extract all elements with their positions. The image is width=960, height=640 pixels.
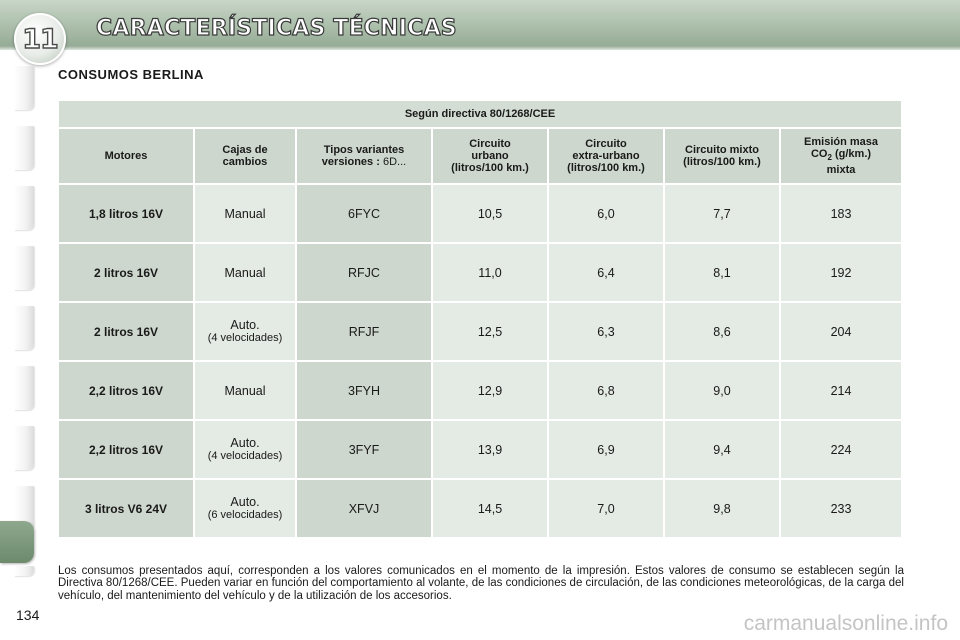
urban-cell: 11,0 — [433, 244, 547, 301]
side-tab[interactable] — [14, 246, 34, 290]
gearbox-cell: Auto. (6 velocidades) — [195, 480, 295, 537]
gearbox-cell: Manual — [195, 185, 295, 242]
variant-cell: 3FYF — [297, 421, 431, 478]
side-tab[interactable] — [14, 366, 34, 410]
side-tab[interactable] — [14, 566, 34, 576]
col-urbano: Circuito urbano (litros/100 km.) — [433, 129, 547, 183]
chapter-number: 11 — [22, 23, 60, 55]
side-tab[interactable] — [14, 306, 34, 350]
extra-urban-cell: 6,9 — [549, 421, 663, 478]
table-row: 1,8 litros 16V Manual 6FYC 10,5 6,0 7,7 … — [59, 185, 902, 242]
header-band — [0, 0, 960, 50]
co2-cell: 214 — [781, 362, 902, 419]
extra-urban-cell: 6,4 — [549, 244, 663, 301]
variant-cell: XFVJ — [297, 480, 431, 537]
col-mixto: Circuito mixto (litros/100 km.) — [665, 129, 779, 183]
watermark: carmanualsonline.info — [743, 612, 948, 635]
gearbox-cell: Manual — [195, 244, 295, 301]
section-title: CONSUMOS BERLINA — [58, 67, 204, 82]
side-tab-active[interactable] — [0, 521, 34, 563]
consumption-table: Según directiva 80/1268/CEE Motores Caja… — [57, 99, 903, 539]
table-row: 3 litros V6 24V Auto. (6 velocidades) XFV… — [59, 480, 902, 537]
directive-header: Según directiva 80/1268/CEE — [59, 101, 902, 127]
mixed-cell: 9,8 — [665, 480, 779, 537]
urban-cell: 10,5 — [433, 185, 547, 242]
co2-cell: 204 — [781, 303, 902, 360]
motor-cell: 3 litros V6 24V — [59, 480, 193, 537]
mixed-cell: 9,4 — [665, 421, 779, 478]
col-tipos: Tipos variantes versiones : 6D... — [297, 129, 431, 183]
variant-cell: 3FYH — [297, 362, 431, 419]
side-tab[interactable] — [14, 486, 34, 530]
urban-cell: 13,9 — [433, 421, 547, 478]
side-tab[interactable] — [14, 426, 34, 470]
mixed-cell: 8,6 — [665, 303, 779, 360]
motor-cell: 2,2 litros 16V — [59, 362, 193, 419]
page-title: CARACTERÍSTICAS TÉCNICAS — [95, 15, 457, 41]
col-cajas: Cajas de cambios — [195, 129, 295, 183]
mixed-cell: 7,7 — [665, 185, 779, 242]
extra-urban-cell: 6,8 — [549, 362, 663, 419]
variant-cell: RFJC — [297, 244, 431, 301]
urban-cell: 12,5 — [433, 303, 547, 360]
urban-cell: 12,9 — [433, 362, 547, 419]
variant-cell: 6FYC — [297, 185, 431, 242]
table-row: 2,2 litros 16V Manual 3FYH 12,9 6,8 9,0 … — [59, 362, 902, 419]
motor-cell: 1,8 litros 16V — [59, 185, 193, 242]
mixed-cell: 9,0 — [665, 362, 779, 419]
gearbox-cell: Auto. (4 velocidades) — [195, 421, 295, 478]
variant-cell: RFJF — [297, 303, 431, 360]
motor-cell: 2,2 litros 16V — [59, 421, 193, 478]
side-tabs — [0, 66, 34, 576]
side-tab[interactable] — [14, 126, 34, 170]
col-extra-urbano: Circuito extra-urbano (litros/100 km.) — [549, 129, 663, 183]
extra-urban-cell: 6,0 — [549, 185, 663, 242]
table-row: 2 litros 16V Auto. (4 velocidades) RFJF 1… — [59, 303, 902, 360]
co2-cell: 224 — [781, 421, 902, 478]
side-tab[interactable] — [14, 186, 34, 230]
motor-cell: 2 litros 16V — [59, 244, 193, 301]
urban-cell: 14,5 — [433, 480, 547, 537]
co2-cell: 183 — [781, 185, 902, 242]
side-tab[interactable] — [14, 66, 34, 110]
co2-cell: 192 — [781, 244, 902, 301]
col-emision: Emisión masa CO2 (g/km.) mixta — [781, 129, 902, 183]
chapter-badge: 11 — [14, 13, 66, 65]
footnote-text: Los consumos presentados aquí, correspon… — [58, 565, 904, 602]
gearbox-cell: Auto. (4 velocidades) — [195, 303, 295, 360]
gearbox-cell: Manual — [195, 362, 295, 419]
col-motores: Motores — [59, 129, 193, 183]
co2-cell: 233 — [781, 480, 902, 537]
table-row: 2 litros 16V Manual RFJC 11,0 6,4 8,1 19… — [59, 244, 902, 301]
extra-urban-cell: 6,3 — [549, 303, 663, 360]
table-row: 2,2 litros 16V Auto. (4 velocidades) 3FYF… — [59, 421, 902, 478]
extra-urban-cell: 7,0 — [549, 480, 663, 537]
mixed-cell: 8,1 — [665, 244, 779, 301]
motor-cell: 2 litros 16V — [59, 303, 193, 360]
page-number: 134 — [16, 607, 40, 623]
